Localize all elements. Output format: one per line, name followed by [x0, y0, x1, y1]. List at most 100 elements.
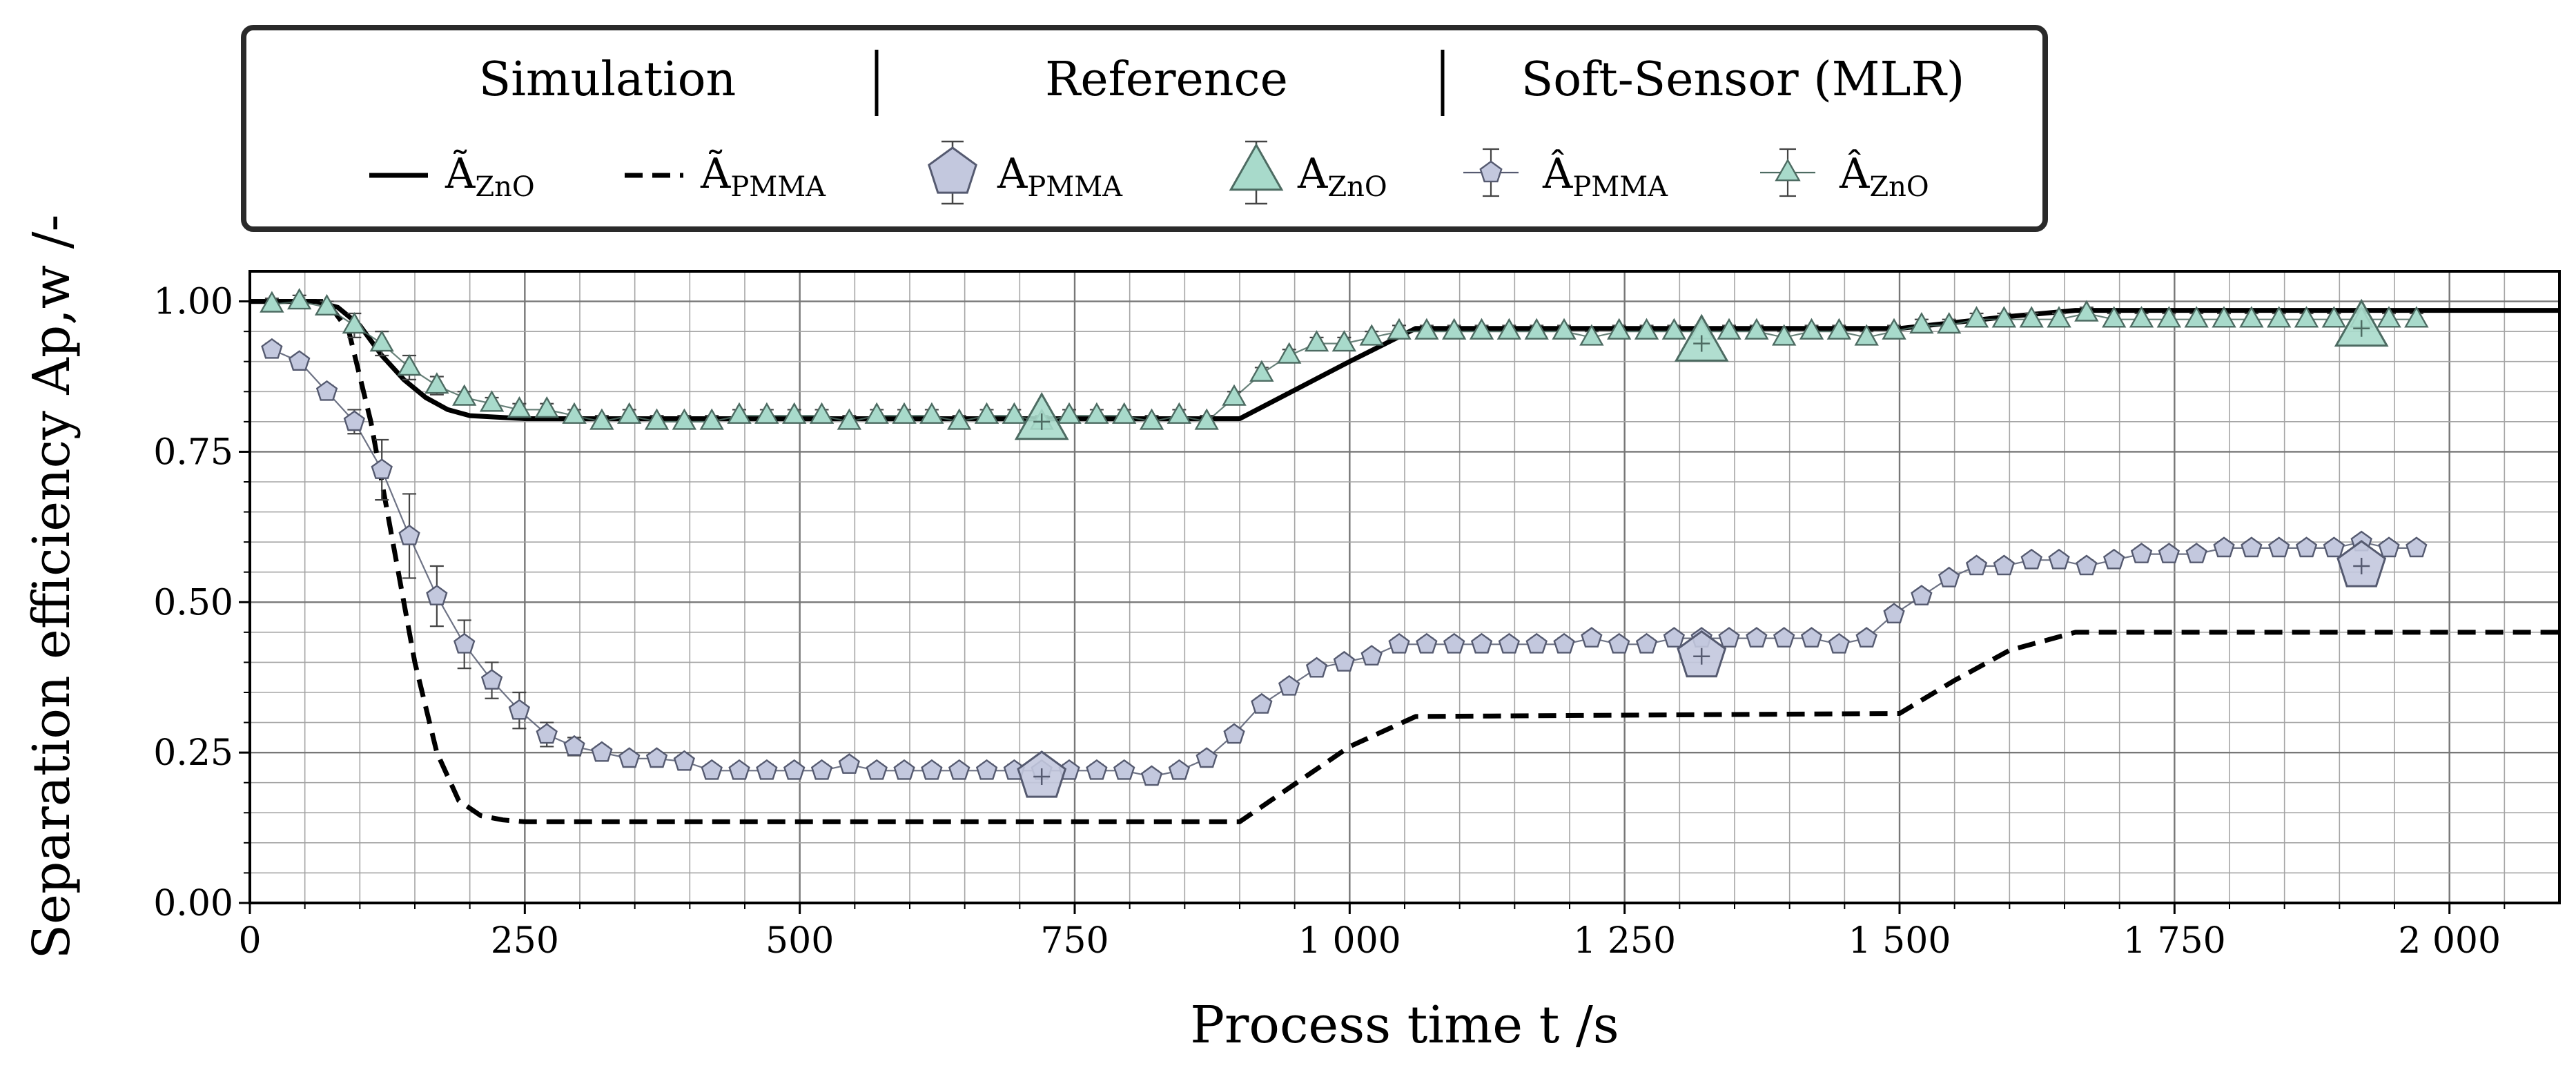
soft-sensor-pmma-point [1086, 759, 1108, 780]
soft-sensor-zno-point [1826, 318, 1852, 340]
soft-sensor-pmma-point [1800, 627, 1823, 648]
soft-sensor-zno-point [1084, 402, 1109, 424]
soft-sensor-zno-point [672, 408, 697, 430]
legend-reference-zno-marker [1229, 142, 1284, 191]
soft-sensor-pmma-point [1498, 632, 1521, 654]
soft-sensor-zno-point [754, 402, 779, 424]
soft-sensor-pmma-point [756, 759, 778, 780]
legend-reference-pmma-marker [928, 146, 977, 194]
soft-sensor-pmma-point [645, 747, 668, 768]
soft-sensor-pmma-point [315, 380, 338, 401]
soft-sensor-zno-point [2184, 306, 2209, 328]
soft-sensor-pmma-point [1196, 747, 1218, 768]
legend-entry-label: ÃPMMA [700, 149, 826, 203]
soft-sensor-pmma-point [371, 458, 393, 479]
soft-sensor-pmma-point [1993, 554, 2016, 576]
x-tick-label: 1 250 [1573, 920, 1676, 962]
soft-sensor-zno-point [260, 291, 284, 313]
soft-sensor-pmma-point [1635, 632, 1658, 654]
legend-entry-label: ÃZnO [445, 149, 535, 203]
soft-sensor-pmma-point [2130, 543, 2153, 563]
legend-entry-label: APMMA [997, 150, 1123, 203]
legend-entry-subscript: ZnO [1327, 171, 1387, 203]
soft-sensor-pmma-point [1938, 566, 1960, 587]
soft-sensor-zno-point [892, 402, 917, 424]
soft-sensor-zno-point [1607, 318, 1632, 340]
soft-sensor-zno-point [1002, 402, 1027, 424]
soft-sensor-zno-point [617, 402, 642, 424]
soft-sensor-pmma-point [2295, 536, 2318, 558]
soft-sensor-pmma-point [480, 669, 503, 690]
soft-sensor-zno-point [1304, 330, 1329, 352]
soft-sensor-pmma-point [618, 747, 641, 768]
soft-sensor-zno-point [1139, 408, 1164, 430]
soft-sensor-zno-point [2267, 306, 2292, 328]
soft-sensor-zno-point [1909, 311, 1934, 334]
y-tick-label: 1.00 [153, 282, 233, 323]
soft-sensor-zno-point [507, 396, 532, 418]
soft-sensor-pmma-point [893, 759, 915, 780]
soft-sensor-pmma-point [673, 750, 696, 771]
x-axis-title: Process time t /s [1190, 995, 1619, 1055]
soft-sensor-zno-point [699, 408, 724, 430]
soft-sensor-pmma-point [1470, 632, 1493, 654]
soft-sensor-zno-point [1524, 318, 1549, 340]
soft-sensor-pmma-point [948, 759, 970, 780]
soft-sensor-pmma-point [1360, 645, 1383, 665]
soft-sensor-zno-point [369, 330, 394, 352]
soft-sensor-pmma-point [453, 632, 476, 654]
soft-sensor-zno-point [2294, 306, 2319, 328]
legend-entry: ÂZnO [1760, 148, 1929, 203]
soft-sensor-zno-point [1937, 311, 1962, 334]
soft-sensor-zno-point [1414, 318, 1439, 340]
y-axis-title: Separation efficiency Ap,w /- [22, 214, 81, 959]
soft-sensor-zno-point [727, 402, 752, 424]
soft-sensor-pmma-point [2323, 536, 2345, 558]
x-tick-label: 500 [765, 920, 834, 962]
legend-soft-sensor-pmma-marker [1479, 160, 1503, 183]
soft-sensor-pmma-point [866, 759, 888, 780]
soft-sensor-pmma-point [2406, 536, 2428, 558]
legend-entry-symbol: A [1297, 150, 1328, 198]
soft-sensor-zno-point [947, 408, 972, 430]
soft-sensor-pmma-point [2213, 536, 2235, 558]
soft-sensor-zno-point [2404, 306, 2429, 328]
soft-sensor-pmma-point [2076, 554, 2098, 576]
soft-sensor-zno-point [837, 408, 862, 430]
soft-sensor-zno-point [1772, 324, 1797, 346]
soft-sensor-pmma-point [2020, 548, 2042, 570]
soft-sensor-pmma-point [1251, 692, 1273, 714]
soft-sensor-zno-point [1991, 306, 2017, 328]
soft-sensor-pmma-point [1746, 627, 1768, 648]
soft-sensor-pmma-point [1553, 632, 1575, 654]
soft-sensor-zno-point [2377, 306, 2401, 328]
legend-entry-symbol: Ã [445, 149, 476, 198]
soft-sensor-pmma-point [2241, 536, 2263, 558]
soft-sensor-zno-point [2321, 306, 2347, 328]
legend-entry-subscript: PMMA [1572, 171, 1668, 203]
soft-sensor-pmma-point [1388, 632, 1410, 654]
legend-entry-symbol: Â [1839, 149, 1870, 198]
soft-sensor-pmma-point [536, 723, 558, 744]
soft-sensor-pmma-point [975, 759, 998, 780]
soft-sensor-zno-point [1222, 384, 1247, 406]
soft-sensor-zno-point [452, 384, 477, 406]
soft-sensor-zno-point [1496, 318, 1522, 340]
soft-sensor-pmma-point [563, 735, 585, 756]
soft-sensor-pmma-point [1828, 632, 1851, 654]
soft-sensor-zno-point [1552, 318, 1577, 340]
legend-entry-subscript: ZnO [475, 171, 534, 203]
x-tick-label: 2 000 [2398, 920, 2501, 962]
soft-sensor-zno-point [1634, 318, 1659, 340]
soft-sensor-zno-point [782, 402, 807, 424]
soft-sensor-zno-point [809, 402, 835, 424]
soft-sensor-zno-point [1661, 318, 1687, 340]
soft-sensor-zno-point [1277, 342, 1302, 364]
soft-sensor-series [260, 288, 2429, 786]
soft-sensor-pmma-point [508, 699, 531, 720]
legend-entry-subscript: PMMA [730, 171, 826, 203]
soft-sensor-pmma-point [426, 585, 448, 605]
soft-sensor-zno-point [479, 390, 505, 412]
soft-sensor-pmma-point [838, 753, 861, 774]
